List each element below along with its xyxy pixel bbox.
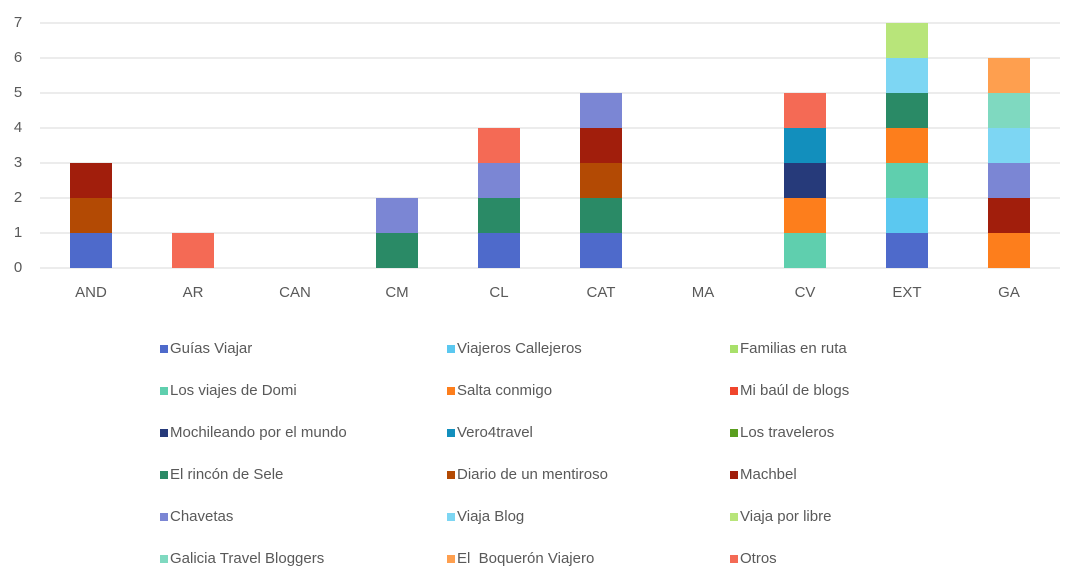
legend-label: Galicia Travel Bloggers — [170, 550, 324, 567]
bar-segment — [988, 233, 1030, 268]
legend-swatch — [447, 345, 455, 353]
bar-segment — [580, 233, 622, 268]
legend-swatch — [730, 387, 738, 395]
bar-segment — [988, 93, 1030, 128]
bar-segment — [784, 163, 826, 198]
bar-segment — [172, 233, 214, 268]
bar-segment — [70, 198, 112, 233]
x-tick-label: AR — [183, 284, 204, 301]
bar-segment — [70, 163, 112, 198]
legend-label: El Boquerón Viajero — [457, 550, 594, 567]
bar-segment — [886, 198, 928, 233]
y-tick-label: 7 — [14, 14, 22, 31]
legend-swatch — [730, 555, 738, 563]
legend-swatch — [447, 387, 455, 395]
legend-swatch — [730, 429, 738, 437]
legend-swatch — [447, 429, 455, 437]
legend-label: Los traveleros — [740, 424, 834, 441]
legend-swatch — [730, 345, 738, 353]
bar-segment — [376, 233, 418, 268]
y-tick-label: 6 — [14, 49, 22, 66]
bar-segment — [886, 128, 928, 163]
legend-label: Otros — [740, 550, 777, 567]
bar-segment — [70, 233, 112, 268]
bar-segment — [886, 93, 928, 128]
y-tick-label: 5 — [14, 84, 22, 101]
legend-label: Diario de un mentiroso — [457, 466, 608, 483]
y-tick-label: 2 — [14, 189, 22, 206]
legend-swatch — [160, 513, 168, 521]
legend-swatch — [160, 387, 168, 395]
y-tick-label: 0 — [14, 259, 22, 276]
legend-label: Chavetas — [170, 508, 233, 525]
legend-swatch — [730, 513, 738, 521]
legend-swatch — [160, 429, 168, 437]
y-tick-label: 3 — [14, 154, 22, 171]
y-tick-label: 4 — [14, 119, 22, 136]
bar-segment — [784, 233, 826, 268]
bar-segment — [988, 163, 1030, 198]
legend-label: Machbel — [740, 466, 797, 483]
bar-segment — [988, 198, 1030, 233]
bar-segment — [886, 58, 928, 93]
bar-segment — [784, 198, 826, 233]
bar-segment — [580, 93, 622, 128]
legend-label: Mochileando por el mundo — [170, 424, 347, 441]
bar-segment — [478, 163, 520, 198]
legend-swatch — [447, 471, 455, 479]
bar-segment — [478, 198, 520, 233]
x-tick-label: CV — [795, 284, 816, 301]
bar-segment — [580, 198, 622, 233]
x-tick-label: MA — [692, 284, 715, 301]
x-tick-label: CAN — [279, 284, 311, 301]
bar-segment — [988, 58, 1030, 93]
x-tick-label: AND — [75, 284, 107, 301]
legend-label: El rincón de Sele — [170, 466, 283, 483]
legend-label: Viajeros Callejeros — [457, 340, 582, 357]
bar-segment — [886, 233, 928, 268]
legend-swatch — [447, 555, 455, 563]
x-tick-label: GA — [998, 284, 1020, 301]
legend-label: Mi baúl de blogs — [740, 382, 849, 399]
bar-segment — [580, 128, 622, 163]
bar-segment — [784, 128, 826, 163]
bar-segment — [478, 233, 520, 268]
bar-segment — [376, 198, 418, 233]
x-tick-label: EXT — [892, 284, 921, 301]
y-tick-label: 1 — [14, 224, 22, 241]
legend-swatch — [447, 513, 455, 521]
legend-swatch — [160, 555, 168, 563]
bar-segment — [580, 163, 622, 198]
legend-swatch — [160, 471, 168, 479]
legend-label: Vero4travel — [457, 424, 533, 441]
bar-segment — [478, 128, 520, 163]
bar-segment — [988, 128, 1030, 163]
bar-segment — [784, 93, 826, 128]
legend-label: Viaja por libre — [740, 508, 831, 525]
legend-swatch — [160, 345, 168, 353]
legend-label: Viaja Blog — [457, 508, 524, 525]
bar-segment — [886, 23, 928, 58]
legend-label: Salta conmigo — [457, 382, 552, 399]
x-tick-label: CM — [385, 284, 408, 301]
x-tick-label: CL — [489, 284, 508, 301]
legend-label: Los viajes de Domi — [170, 382, 297, 399]
bar-segment — [886, 163, 928, 198]
x-tick-label: CAT — [587, 284, 616, 301]
legend-label: Guías Viajar — [170, 340, 252, 357]
legend-swatch — [730, 471, 738, 479]
legend-label: Familias en ruta — [740, 340, 847, 357]
